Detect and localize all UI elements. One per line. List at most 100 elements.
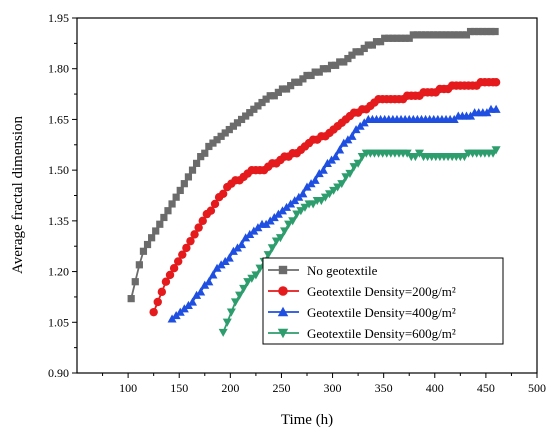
data-point <box>247 274 257 283</box>
data-point <box>331 152 341 161</box>
data-point <box>311 68 319 76</box>
data-point <box>347 131 357 140</box>
data-point <box>323 65 332 73</box>
y-tick-label: 0.90 <box>48 366 69 380</box>
data-point <box>327 61 336 69</box>
data-point <box>218 328 228 337</box>
data-point <box>337 180 347 189</box>
data-point <box>194 223 203 232</box>
data-point <box>206 206 216 215</box>
data-point <box>139 247 148 255</box>
data-point <box>357 153 367 162</box>
data-point <box>372 38 381 46</box>
data-point <box>458 31 466 39</box>
data-point <box>300 203 310 212</box>
data-point <box>471 27 479 36</box>
data-point <box>222 318 232 327</box>
legend-label: No geotextile <box>307 263 378 278</box>
data-point <box>149 307 158 317</box>
data-point <box>353 159 363 168</box>
data-point <box>315 68 323 76</box>
data-point <box>274 88 282 96</box>
data-point <box>157 287 167 297</box>
data-point <box>230 298 240 307</box>
data-point <box>450 31 458 39</box>
data-point <box>197 153 205 161</box>
data-point <box>239 284 249 293</box>
data-point <box>295 78 303 86</box>
data-point <box>251 271 261 280</box>
legend-label: Geotextile Density=400g/m² <box>307 305 456 320</box>
data-point <box>459 153 469 162</box>
data-point <box>348 51 356 59</box>
data-point <box>131 278 139 286</box>
data-point <box>169 263 179 273</box>
series-1 <box>127 27 499 303</box>
data-point <box>491 104 501 113</box>
data-point <box>233 119 242 127</box>
data-point <box>193 159 201 167</box>
data-point <box>188 166 197 174</box>
x-axis-title: Time (h) <box>281 412 333 428</box>
data-point <box>204 277 214 286</box>
x-tick-label: 250 <box>272 381 290 395</box>
data-point <box>271 237 281 246</box>
data-point <box>341 173 351 182</box>
data-point <box>430 31 438 39</box>
legend-marker <box>278 286 288 296</box>
data-point <box>152 227 160 235</box>
data-point <box>201 149 209 157</box>
data-point <box>278 85 287 93</box>
legend-marker <box>277 306 289 317</box>
data-point <box>360 44 368 53</box>
y-axis: 0.90 1.05 1.20 1.35 1.50 1.65 1.80 1.95 <box>48 11 77 380</box>
y-tick-label: 1.80 <box>48 62 69 76</box>
data-point <box>243 278 253 287</box>
x-tick-label: 300 <box>324 381 342 395</box>
data-point <box>421 31 430 39</box>
data-point <box>143 240 152 249</box>
data-point <box>349 163 359 172</box>
data-point <box>225 125 233 134</box>
data-point <box>135 261 143 269</box>
data-point <box>333 183 343 192</box>
data-point <box>299 75 307 83</box>
data-point <box>316 196 326 206</box>
data-point <box>255 264 265 273</box>
data-point <box>368 41 377 49</box>
data-point <box>148 234 156 242</box>
data-point <box>168 200 176 208</box>
data-point <box>310 175 320 184</box>
data-point <box>377 38 385 46</box>
data-point <box>292 210 302 219</box>
y-tick-label: 1.95 <box>48 11 69 25</box>
data-point <box>475 27 483 36</box>
data-point <box>442 31 450 39</box>
y-tick-label: 1.05 <box>48 315 69 329</box>
x-tick-label: 500 <box>528 381 546 395</box>
data-point <box>426 31 434 39</box>
x-tick-label: 400 <box>426 381 444 395</box>
data-point <box>454 31 462 39</box>
data-point <box>340 58 348 66</box>
series-4 <box>218 146 501 337</box>
data-point <box>385 34 393 42</box>
data-point <box>417 31 426 39</box>
series-layer <box>127 27 501 337</box>
data-point <box>413 31 421 39</box>
y-tick-label: 1.35 <box>48 214 69 228</box>
data-point <box>466 27 475 36</box>
data-point <box>237 240 247 249</box>
data-point <box>156 220 164 228</box>
data-point <box>258 98 266 107</box>
data-point <box>217 132 225 140</box>
data-point <box>266 92 274 100</box>
data-point <box>335 145 345 154</box>
data-point <box>434 31 442 39</box>
x-tick-label: 150 <box>170 381 188 395</box>
data-point <box>287 82 295 90</box>
data-point <box>303 71 311 80</box>
x-axis: 100 150 200 250 300 350 400 450 500 <box>102 373 546 395</box>
data-point <box>182 243 191 253</box>
